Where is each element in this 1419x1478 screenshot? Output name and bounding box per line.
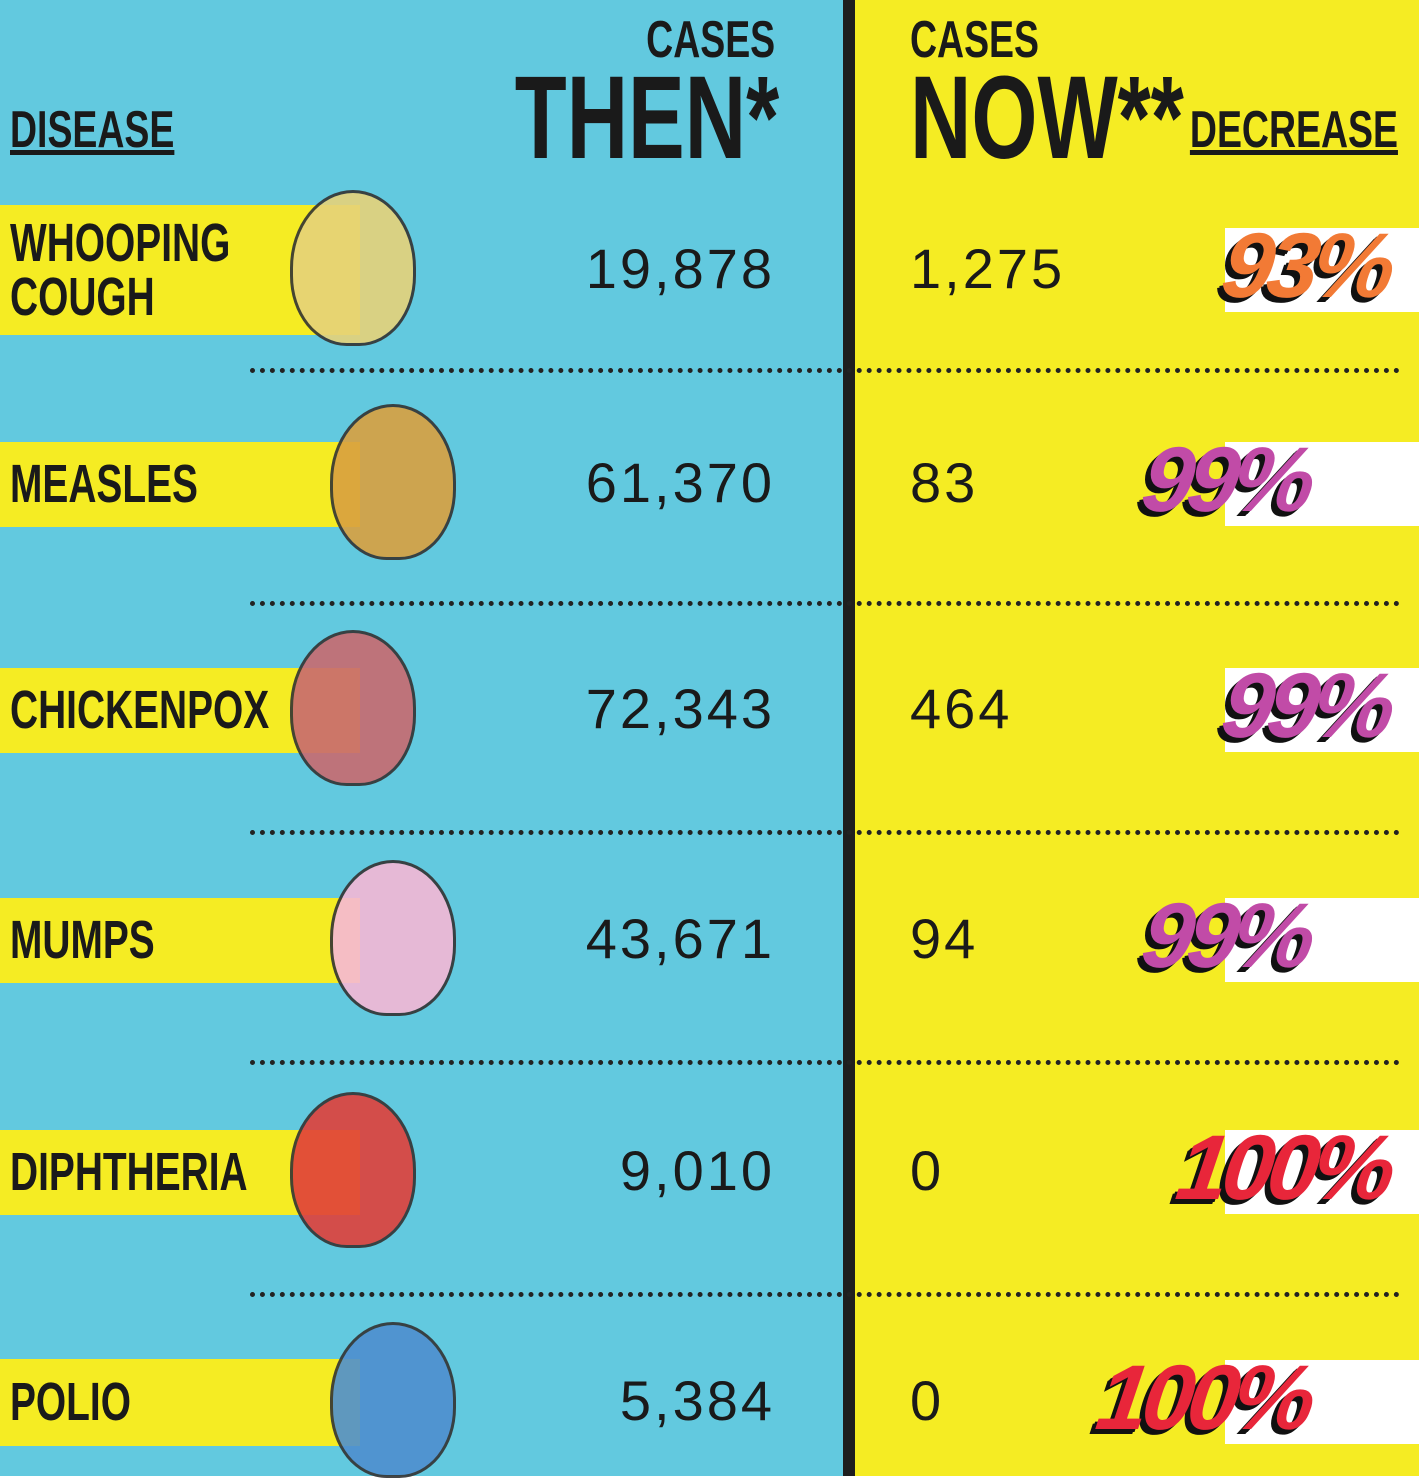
now-main: NOW** [910,52,1184,184]
decrease-value: 99% [1135,885,1317,987]
decrease-band [1225,1360,1419,1444]
cases-now: 464 [910,677,1013,740]
cases-then: 43,671 [585,907,775,970]
name-band [0,1358,360,1446]
decrease-value: 100% [1090,1347,1317,1449]
name-band [0,441,360,527]
cases-then: 61,370 [585,451,775,514]
decrease-value: 100% [1170,1117,1397,1219]
decrease-value: 99% [1135,429,1317,531]
disease-name: CHICKENPOX [10,680,270,740]
row-separator [250,368,1400,373]
decrease-value: 93% [1215,215,1397,317]
disease-name: COUGH [10,267,155,327]
name-band [0,897,360,983]
then-top: CASES [646,11,775,69]
disease-name: MEASLES [10,454,198,514]
creature [330,1322,456,1478]
decrease-header: DECREASE [1189,101,1398,159]
cases-now: 83 [910,451,979,514]
cases-now: 1,275 [910,237,1066,300]
creature [290,190,416,346]
decrease-band [1225,228,1419,312]
row-separator [250,1292,1400,1297]
decrease-band [1225,1130,1419,1214]
disease-name: MUMPS [10,910,155,970]
decrease-band [1225,442,1419,526]
cases-now: 0 [910,1139,945,1202]
creature [330,404,456,560]
creature [290,630,416,786]
divider [843,0,855,1476]
decrease-value: 99% [1215,655,1397,757]
cases-then: 72,343 [585,677,775,740]
disease-header: DISEASE [10,101,175,159]
then-main: THEN* [514,52,779,184]
decrease-band [1225,668,1419,752]
row-separator [250,1060,1400,1065]
row-separator [250,830,1400,835]
cases-then: 5,384 [619,1369,775,1432]
row-separator [250,601,1400,606]
cases-now: 94 [910,907,979,970]
creature [330,860,456,1016]
now-top: CASES [910,11,1039,69]
cases-then: 9,010 [619,1139,775,1202]
decrease-band [1225,898,1419,982]
creature [290,1092,416,1248]
cases-then: 19,878 [585,237,775,300]
disease-name: DIPHTHERIA [10,1142,248,1202]
disease-name: POLIO [10,1372,131,1432]
disease-name: WHOOPING [10,213,231,273]
cases-now: 0 [910,1369,945,1432]
